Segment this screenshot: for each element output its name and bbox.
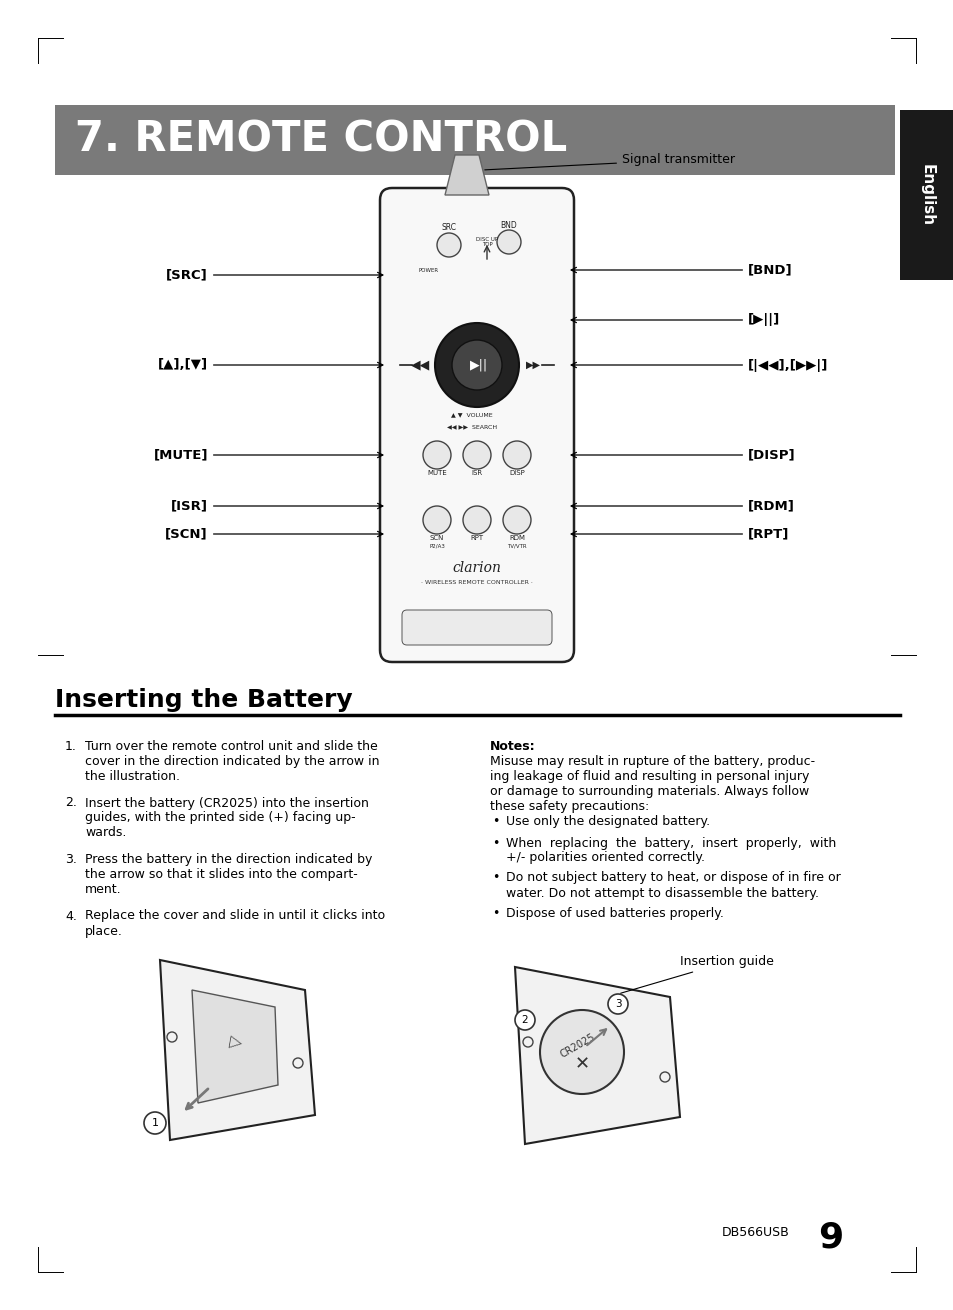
Text: 9: 9 <box>817 1221 842 1255</box>
Text: When  replacing  the  battery,  insert  properly,  with
+/- polarities oriented : When replacing the battery, insert prope… <box>505 837 836 865</box>
Circle shape <box>462 506 491 534</box>
Text: [BND]: [BND] <box>571 263 792 276</box>
Bar <box>899 110 953 280</box>
Circle shape <box>436 233 460 257</box>
Text: MUTE: MUTE <box>427 470 446 476</box>
Text: 4.: 4. <box>65 909 77 922</box>
Text: TV/VTR: TV/VTR <box>507 544 526 549</box>
Text: [SCN]: [SCN] <box>165 528 382 541</box>
Text: RPT: RPT <box>470 534 483 541</box>
Text: SCN: SCN <box>430 534 444 541</box>
Text: •: • <box>492 815 498 828</box>
Circle shape <box>515 1010 535 1030</box>
Text: [RDM]: [RDM] <box>571 499 794 512</box>
Text: ◀◀: ◀◀ <box>411 359 430 372</box>
Text: · WIRELESS REMOTE CONTROLLER ·: · WIRELESS REMOTE CONTROLLER · <box>420 579 533 584</box>
Polygon shape <box>444 155 489 195</box>
Text: Do not subject battery to heat, or dispose of in fire or
water. Do not attempt t: Do not subject battery to heat, or dispo… <box>505 871 840 900</box>
Text: ISR: ISR <box>471 470 482 476</box>
Text: Insertion guide: Insertion guide <box>620 955 773 993</box>
Circle shape <box>539 1010 623 1094</box>
Text: 2: 2 <box>521 1015 528 1024</box>
Text: [|◀◀],[▶▶|]: [|◀◀],[▶▶|] <box>571 359 827 372</box>
Text: 2.: 2. <box>65 796 77 810</box>
Circle shape <box>422 506 451 534</box>
Text: [SRC]: [SRC] <box>166 269 382 282</box>
Text: •: • <box>492 907 498 920</box>
Text: [RPT]: [RPT] <box>571 528 788 541</box>
Text: RDM: RDM <box>509 534 524 541</box>
Text: SRC: SRC <box>441 224 456 232</box>
Text: clarion: clarion <box>452 561 501 575</box>
Circle shape <box>144 1112 166 1134</box>
Text: 3.: 3. <box>65 853 77 866</box>
Text: 1.: 1. <box>65 740 77 753</box>
FancyBboxPatch shape <box>401 610 552 645</box>
Text: Notes:: Notes: <box>490 740 535 753</box>
Text: Insert the battery (CR2025) into the insertion
guides, with the printed side (+): Insert the battery (CR2025) into the ins… <box>85 796 369 840</box>
Text: Turn over the remote control unit and slide the
cover in the direction indicated: Turn over the remote control unit and sl… <box>85 740 379 783</box>
Text: ✕: ✕ <box>574 1055 589 1073</box>
Text: Replace the cover and slide in until it clicks into
place.: Replace the cover and slide in until it … <box>85 909 385 938</box>
Polygon shape <box>160 960 314 1140</box>
FancyBboxPatch shape <box>379 189 574 662</box>
Text: ▲ ▼  VOLUME: ▲ ▼ VOLUME <box>451 413 493 418</box>
Bar <box>55 105 894 176</box>
Text: DB566USB: DB566USB <box>721 1225 789 1238</box>
Text: ▶▶: ▶▶ <box>525 360 540 369</box>
Text: ◀◀ ▶▶  SEARCH: ◀◀ ▶▶ SEARCH <box>446 424 497 430</box>
Polygon shape <box>515 967 679 1144</box>
Text: [ISR]: [ISR] <box>171 499 382 512</box>
Circle shape <box>422 441 451 469</box>
Text: POWER: POWER <box>418 267 438 272</box>
Text: Press the battery in the direction indicated by
the arrow so that it slides into: Press the battery in the direction indic… <box>85 853 372 896</box>
Text: CR2025: CR2025 <box>558 1032 597 1060</box>
Circle shape <box>502 506 531 534</box>
Text: 1: 1 <box>152 1117 158 1128</box>
Text: English: English <box>919 164 934 227</box>
Circle shape <box>502 441 531 469</box>
Text: Signal transmitter: Signal transmitter <box>484 153 734 170</box>
Text: [MUTE]: [MUTE] <box>153 448 382 461</box>
Text: DISP: DISP <box>509 470 524 476</box>
Text: [DISP]: [DISP] <box>571 448 795 461</box>
Circle shape <box>607 994 627 1014</box>
Polygon shape <box>192 990 277 1103</box>
Text: Dispose of used batteries properly.: Dispose of used batteries properly. <box>505 907 723 920</box>
Text: Use only the designated battery.: Use only the designated battery. <box>505 815 709 828</box>
Text: ▷: ▷ <box>227 1034 243 1053</box>
Text: DISC UP
TOP: DISC UP TOP <box>476 237 497 248</box>
Text: P2/A3: P2/A3 <box>429 544 444 549</box>
Text: Misuse may result in rupture of the battery, produc-
ing leakage of fluid and re: Misuse may result in rupture of the batt… <box>490 755 814 814</box>
Text: 3: 3 <box>614 1000 620 1009</box>
Circle shape <box>435 324 518 407</box>
Text: BND: BND <box>500 220 517 229</box>
Circle shape <box>497 231 520 254</box>
Text: Inserting the Battery: Inserting the Battery <box>55 688 353 713</box>
Text: [▲],[▼]: [▲],[▼] <box>157 359 382 372</box>
Text: 7. REMOTE CONTROL: 7. REMOTE CONTROL <box>75 119 567 161</box>
Circle shape <box>462 441 491 469</box>
Circle shape <box>452 341 501 390</box>
Text: •: • <box>492 871 498 884</box>
Text: •: • <box>492 837 498 849</box>
Text: [▶||]: [▶||] <box>571 313 780 326</box>
Text: ▶||: ▶|| <box>470 359 488 372</box>
